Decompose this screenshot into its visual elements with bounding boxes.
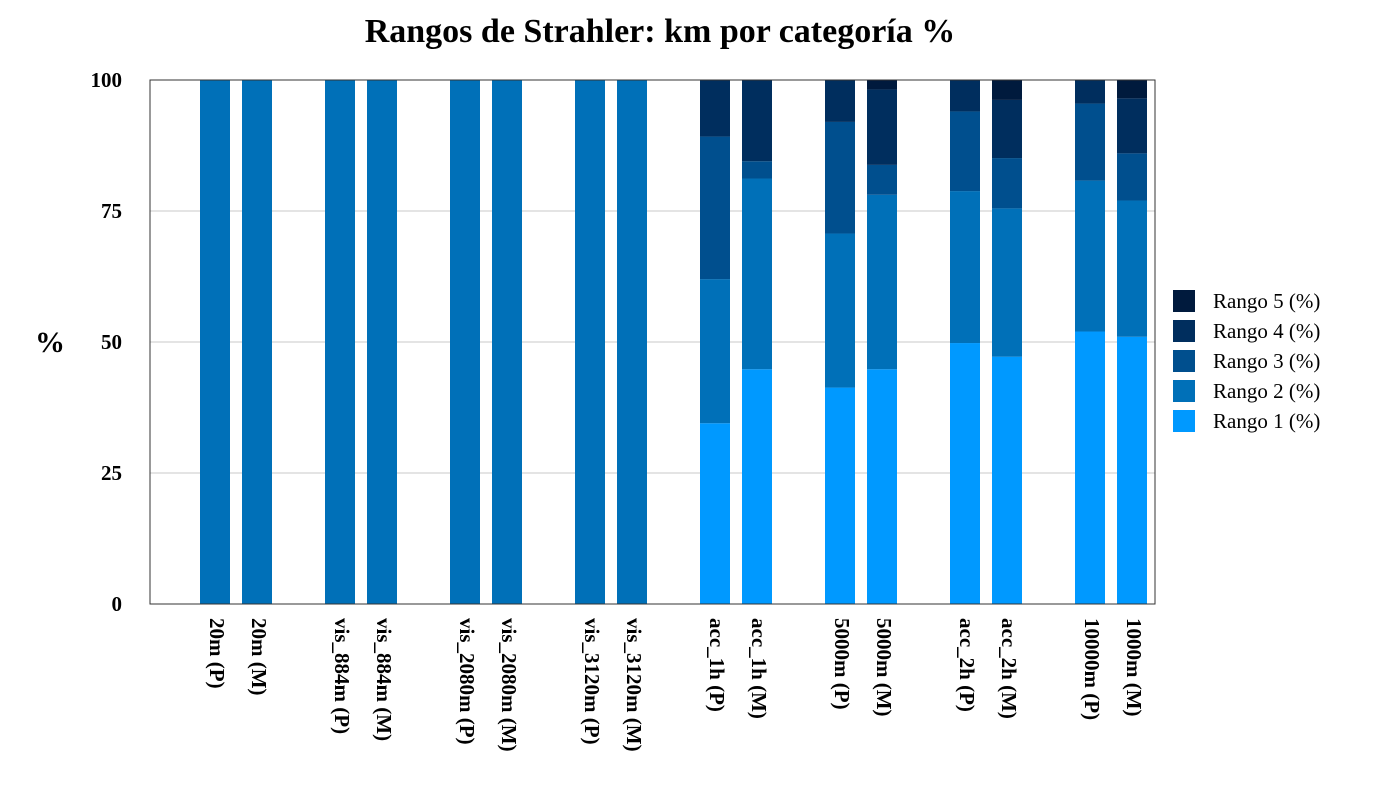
bar-segment: [700, 80, 730, 137]
bar-segment: [950, 343, 980, 604]
x-tick-label: 20m (P): [205, 618, 229, 689]
legend-label: Rango 2 (%): [1213, 379, 1320, 403]
bar-segment: [367, 80, 397, 604]
bar-segment: [825, 233, 855, 388]
y-tick-label: 0: [112, 592, 123, 616]
legend-label: Rango 3 (%): [1213, 349, 1320, 373]
x-tick-label: vis_2080m (M): [497, 618, 521, 752]
bars: [200, 80, 1147, 604]
legend-swatch: [1173, 350, 1195, 372]
x-tick-label: 5000m (M): [872, 618, 896, 717]
bar-segment: [742, 80, 772, 162]
bar-segment: [700, 279, 730, 424]
bar-segment: [867, 164, 897, 195]
bar-segment: [992, 356, 1022, 604]
x-tick-label: acc_2h (M): [997, 618, 1021, 719]
x-tick-label: acc_1h (P): [705, 618, 729, 712]
legend-swatch: [1173, 320, 1195, 342]
bar-segment: [950, 191, 980, 344]
bar-segment: [700, 136, 730, 280]
legend-swatch: [1173, 410, 1195, 432]
bar-segment: [867, 89, 897, 165]
bar-segment: [492, 80, 522, 604]
bar-segment: [825, 387, 855, 604]
x-tick-label: acc_2h (P): [955, 618, 979, 712]
legend-label: Rango 4 (%): [1213, 319, 1320, 343]
x-tick-label: vis_3120m (P): [580, 618, 604, 745]
bar-segment: [617, 80, 647, 604]
plot-frame: [149, 79, 1156, 605]
bar-segment: [950, 80, 980, 112]
legend-label: Rango 1 (%): [1213, 409, 1320, 433]
chart-title: Rangos de Strahler: km por categoría %: [365, 13, 956, 50]
bar-segment: [992, 99, 1022, 159]
y-tick-label: 100: [91, 68, 123, 92]
bar-segment: [992, 208, 1022, 357]
bar-segment: [1117, 80, 1147, 99]
bar-segment: [1117, 98, 1147, 154]
x-tick-label: acc_1h (M): [747, 618, 771, 719]
x-tick-label: vis_884m (P): [330, 618, 354, 734]
x-tick-label: vis_884m (M): [372, 618, 396, 741]
bar-segment: [1075, 331, 1105, 604]
y-tick-label: 50: [101, 330, 122, 354]
legend-swatch: [1173, 290, 1195, 312]
bar-segment: [950, 111, 980, 192]
bar-segment: [1075, 80, 1105, 104]
x-tick-labels: 20m (P) 20m (M) vis_884m (P) vis_884m (M) vi…: [205, 618, 1146, 752]
bar-segment: [325, 80, 355, 604]
x-tick-label: vis_3120m (M): [622, 618, 646, 752]
bar-segment: [742, 369, 772, 604]
bar-segment: [1075, 103, 1105, 181]
bar-segment: [1117, 200, 1147, 337]
bar-segment: [867, 80, 897, 90]
bar-segment: [242, 80, 272, 604]
bar-segment: [1117, 336, 1147, 604]
y-tick-label: 25: [101, 461, 122, 485]
bar-segment: [742, 161, 772, 179]
y-tick-labels: 0 25 50 75 100: [91, 68, 123, 616]
bar-segment: [867, 194, 897, 370]
x-tick-label: 5000m (P): [830, 618, 854, 710]
y-axis-label: %: [35, 326, 65, 359]
legend-label: Rango 5 (%): [1213, 289, 1320, 313]
bar-segment: [1075, 180, 1105, 332]
bar-segment: [742, 178, 772, 370]
bar-segment: [825, 80, 855, 122]
bar-segment: [992, 158, 1022, 209]
legend-swatch: [1173, 380, 1195, 402]
bar-segment: [825, 121, 855, 234]
bar-segment: [450, 80, 480, 604]
bar-segment: [1117, 153, 1147, 201]
bar-segment: [867, 369, 897, 604]
legend: Rango 5 (%) Rango 4 (%) Rango 3 (%) Rango 2…: [1173, 289, 1320, 433]
bar-segment: [575, 80, 605, 604]
x-tick-label: vis_2080m (P): [455, 618, 479, 745]
x-tick-label: 20m (M): [247, 618, 271, 696]
x-tick-label: 1000m (M): [1122, 618, 1146, 717]
gridlines: [150, 210, 1155, 474]
bar-segment: [992, 80, 1022, 100]
bar-segment: [700, 423, 730, 604]
x-tick-label: 10000m (P): [1080, 618, 1104, 720]
y-tick-label: 75: [101, 199, 122, 223]
bar-segment: [200, 80, 230, 604]
